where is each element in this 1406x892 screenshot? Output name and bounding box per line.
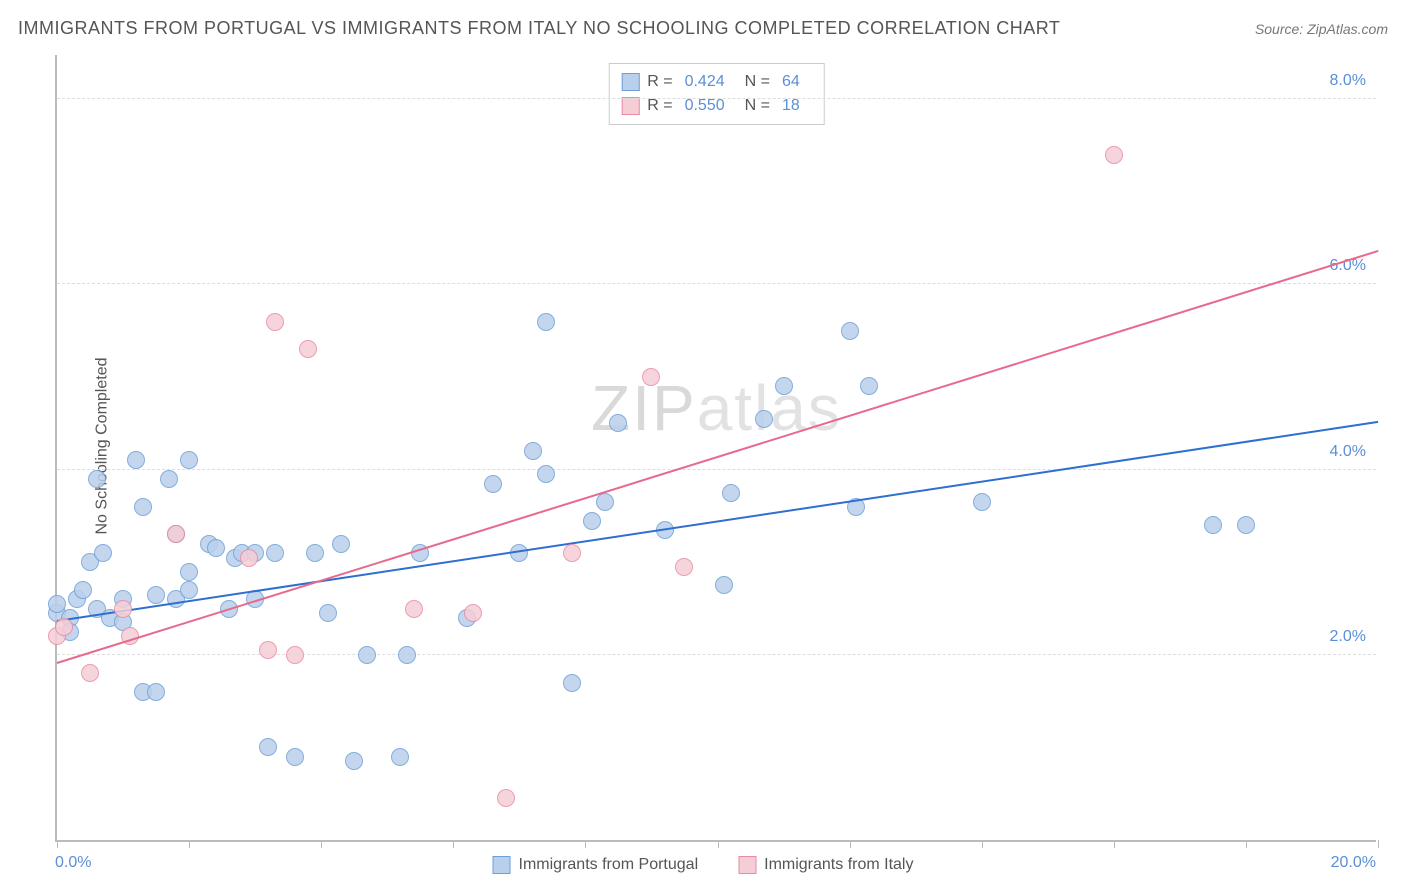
y-tick-label: 4.0% — [1330, 443, 1366, 461]
series-legend-label: Immigrants from Portugal — [519, 856, 699, 874]
scatter-point — [484, 475, 502, 493]
scatter-point — [180, 581, 198, 599]
scatter-point — [266, 544, 284, 562]
scatter-point — [134, 498, 152, 516]
scatter-point — [259, 738, 277, 756]
scatter-point — [94, 544, 112, 562]
scatter-point — [207, 539, 225, 557]
trend-line — [57, 250, 1379, 664]
scatter-point — [127, 451, 145, 469]
scatter-point — [345, 752, 363, 770]
scatter-point — [860, 377, 878, 395]
y-tick-label: 8.0% — [1330, 72, 1366, 90]
series-legend-item: Immigrants from Italy — [738, 856, 913, 874]
scatter-point — [497, 789, 515, 807]
x-tick — [1378, 840, 1379, 848]
legend-r-label: R = — [647, 70, 672, 94]
x-tick — [321, 840, 322, 848]
scatter-point — [81, 664, 99, 682]
scatter-point — [55, 618, 73, 636]
scatter-point — [675, 558, 693, 576]
scatter-point — [306, 544, 324, 562]
scatter-point — [563, 544, 581, 562]
scatter-point — [180, 451, 198, 469]
scatter-point — [391, 748, 409, 766]
scatter-point — [319, 604, 337, 622]
scatter-point — [715, 576, 733, 594]
gridline — [57, 283, 1376, 284]
correlation-legend: R =0.424N =64R =0.550N =18 — [608, 63, 825, 125]
title-bar: IMMIGRANTS FROM PORTUGAL VS IMMIGRANTS F… — [18, 18, 1388, 39]
x-tick — [189, 840, 190, 848]
series-legend: Immigrants from Portugal Immigrants from … — [493, 856, 914, 874]
series-legend-item: Immigrants from Portugal — [493, 856, 699, 874]
scatter-point — [755, 410, 773, 428]
x-tick — [57, 840, 58, 848]
scatter-point — [332, 535, 350, 553]
scatter-point — [1105, 146, 1123, 164]
y-tick-label: 2.0% — [1330, 628, 1366, 646]
legend-r-value: 0.424 — [685, 70, 725, 94]
scatter-point — [167, 525, 185, 543]
scatter-point — [88, 470, 106, 488]
scatter-point — [147, 586, 165, 604]
scatter-point — [286, 646, 304, 664]
scatter-point — [1204, 516, 1222, 534]
scatter-point — [563, 674, 581, 692]
scatter-point — [609, 414, 627, 432]
scatter-point — [722, 484, 740, 502]
scatter-point — [160, 470, 178, 488]
x-tick — [850, 840, 851, 848]
chart-title: IMMIGRANTS FROM PORTUGAL VS IMMIGRANTS F… — [18, 18, 1060, 39]
scatter-point — [405, 600, 423, 618]
scatter-point — [180, 563, 198, 581]
legend-n-value: 64 — [782, 70, 800, 94]
scatter-point — [1237, 516, 1255, 534]
x-tick — [982, 840, 983, 848]
series-legend-label: Immigrants from Italy — [764, 856, 913, 874]
x-tick — [585, 840, 586, 848]
scatter-point — [841, 322, 859, 340]
x-axis-max-label: 20.0% — [1331, 854, 1376, 872]
scatter-point — [266, 313, 284, 331]
scatter-point — [464, 604, 482, 622]
x-tick — [1246, 840, 1247, 848]
gridline — [57, 469, 1376, 470]
legend-swatch — [738, 856, 756, 874]
scatter-point — [973, 493, 991, 511]
source-label: Source: ZipAtlas.com — [1255, 21, 1388, 37]
plot-area: ZIPatlas R =0.424N =64R =0.550N =18 2.0%… — [55, 55, 1376, 842]
scatter-point — [259, 641, 277, 659]
scatter-point — [596, 493, 614, 511]
legend-n-label: N = — [745, 70, 770, 94]
x-tick — [718, 840, 719, 848]
legend-swatch — [621, 97, 639, 115]
scatter-point — [286, 748, 304, 766]
scatter-point — [74, 581, 92, 599]
scatter-point — [642, 368, 660, 386]
scatter-point — [583, 512, 601, 530]
legend-swatch — [621, 73, 639, 91]
scatter-point — [537, 313, 555, 331]
scatter-point — [299, 340, 317, 358]
scatter-point — [398, 646, 416, 664]
x-axis-min-label: 0.0% — [55, 854, 91, 872]
scatter-point — [775, 377, 793, 395]
scatter-point — [537, 465, 555, 483]
scatter-point — [524, 442, 542, 460]
legend-row: R = 0.424 N = 64 — [621, 70, 812, 94]
scatter-point — [358, 646, 376, 664]
legend-swatch — [493, 856, 511, 874]
scatter-point — [240, 549, 258, 567]
scatter-point — [147, 683, 165, 701]
x-tick — [1114, 840, 1115, 848]
gridline — [57, 98, 1376, 99]
scatter-point — [114, 600, 132, 618]
gridline — [57, 654, 1376, 655]
watermark: ZIPatlas — [591, 371, 842, 445]
x-tick — [453, 840, 454, 848]
